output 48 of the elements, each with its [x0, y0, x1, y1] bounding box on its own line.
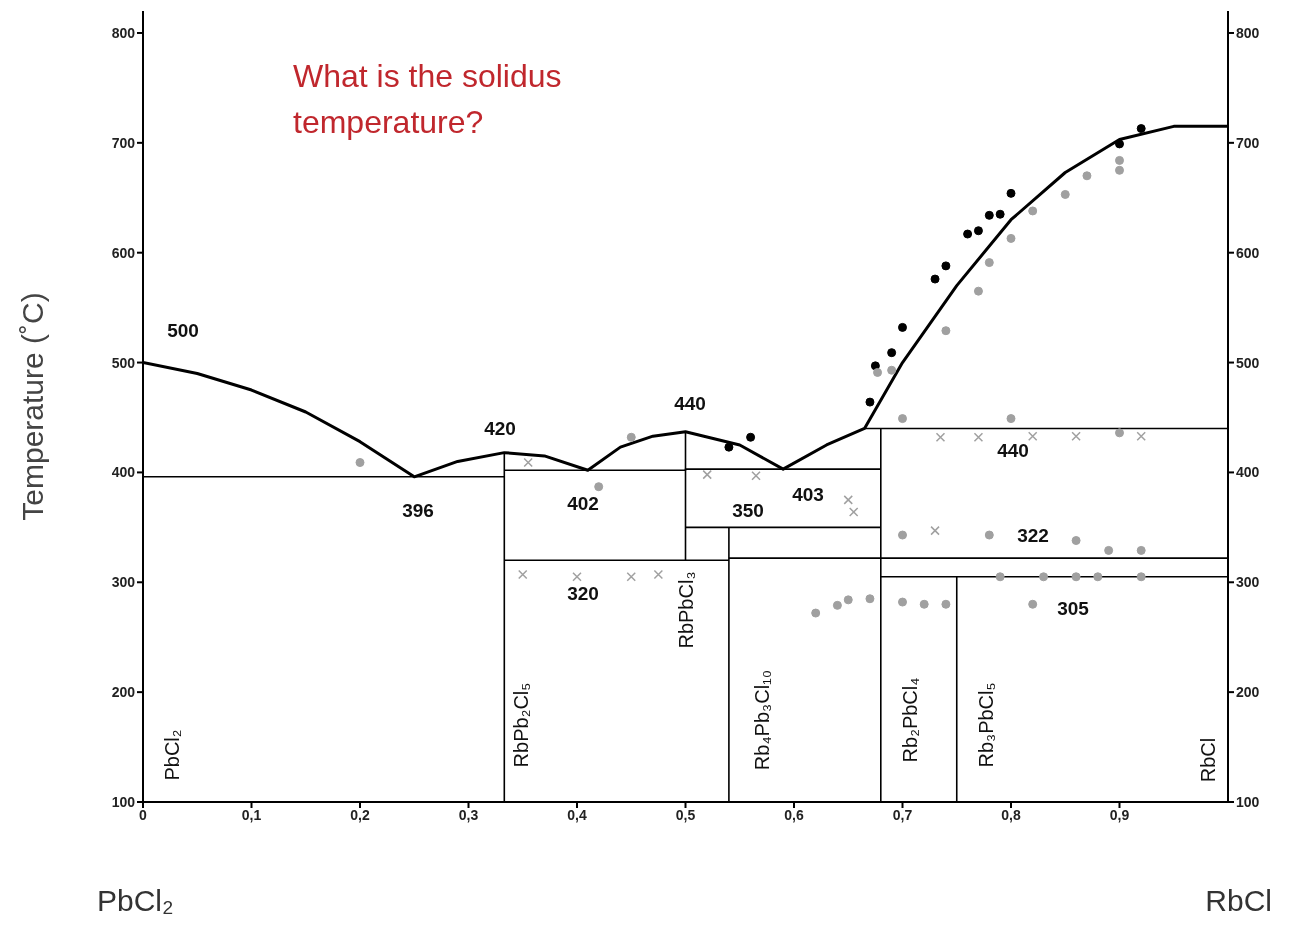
x-tick-label: 0,2 [350, 806, 370, 823]
y-tick-label: 800 [111, 24, 136, 41]
annotation: Rb₃PbCl₅ [975, 682, 997, 768]
x-tick-label: 0,7 [892, 806, 913, 823]
x-tick-label: 0,5 [675, 806, 696, 823]
x-tick-label: 0,8 [1001, 806, 1021, 823]
y-axis-title: Temperature (˚C) [16, 292, 49, 521]
annotation: RbPbCl₃ [675, 571, 697, 649]
y2-tick-label: 600 [1236, 244, 1260, 261]
annotation: RbCl [1197, 737, 1219, 783]
y-tick-label: 200 [111, 684, 136, 701]
annotation: 396 [402, 499, 434, 521]
y-tick-label: 500 [111, 354, 136, 371]
annotation: RbPb₂Cl₅ [510, 682, 532, 768]
text: PbCl₂ [97, 883, 174, 917]
x-tick-label: 0,6 [784, 806, 804, 823]
text: What is the solidus temperature? [293, 57, 563, 142]
x-tick-label: 0,9 [1109, 806, 1130, 823]
annotation: 350 [732, 499, 764, 521]
y-tick-label: 100 [111, 793, 136, 810]
text: RbCl [1205, 883, 1272, 917]
annotation: 420 [484, 417, 516, 439]
y2-tick-label: 500 [1236, 354, 1260, 371]
annotation: Rb₄Pb₃Cl₁₀ [751, 669, 773, 771]
y2-tick-label: 100 [1236, 793, 1260, 810]
annotation: 440 [674, 392, 706, 414]
x-tick-label: 0,1 [241, 806, 262, 823]
y2-tick-label: 300 [1236, 574, 1260, 591]
annotation: PbCl₂ [161, 729, 183, 781]
y-tick-label: 400 [111, 464, 136, 481]
y2-tick-label: 200 [1236, 684, 1260, 701]
annotation: 402 [567, 492, 599, 514]
x-tick-label: 0,3 [458, 806, 479, 823]
y-tick-label: 700 [111, 134, 136, 151]
annotation: 500 [167, 319, 199, 341]
y-tick-label: 300 [111, 574, 136, 591]
y2-tick-label: 700 [1236, 134, 1260, 151]
annotation: 305 [1057, 597, 1090, 619]
annotation: 322 [1017, 524, 1049, 546]
x-tick-label: 0,4 [567, 806, 587, 823]
annotation: 403 [792, 483, 824, 505]
annotation: Rb₂PbCl₄ [899, 677, 921, 763]
y2-tick-label: 800 [1236, 24, 1260, 41]
annotation: 440 [997, 439, 1029, 461]
y2-tick-label: 400 [1236, 464, 1260, 481]
annotation: 320 [567, 582, 599, 604]
y-tick-label: 600 [111, 244, 136, 261]
x-tick-label: 0 [139, 806, 148, 823]
